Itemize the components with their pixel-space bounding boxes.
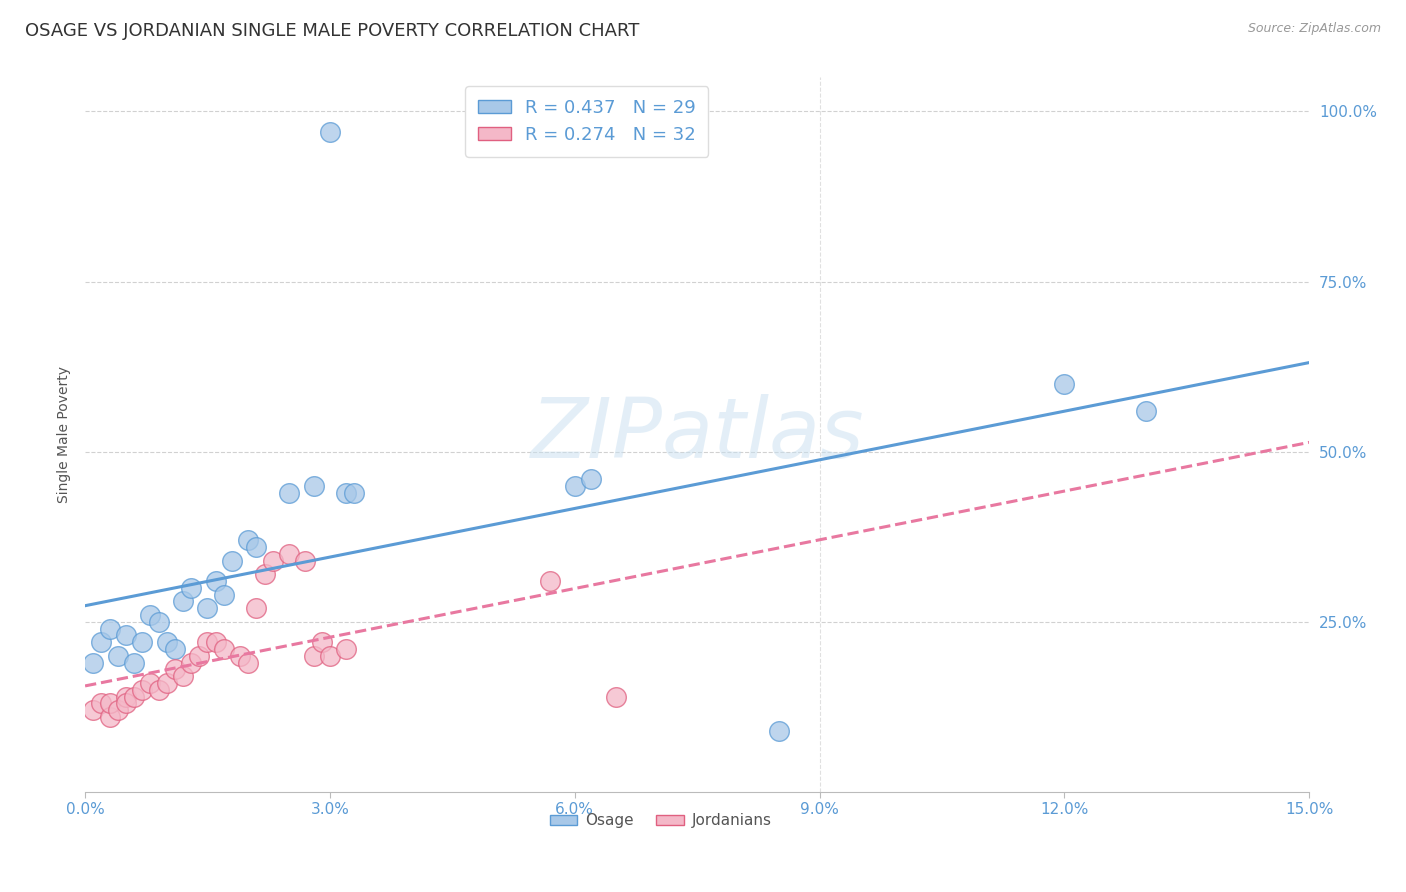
Point <box>131 682 153 697</box>
Point <box>148 615 170 629</box>
Point <box>1135 404 1157 418</box>
Point <box>538 574 561 588</box>
Y-axis label: Single Male Poverty: Single Male Poverty <box>58 367 72 503</box>
Point <box>302 479 325 493</box>
Point <box>278 547 301 561</box>
Point <box>115 697 138 711</box>
Point <box>107 648 129 663</box>
Point <box>245 540 267 554</box>
Point <box>82 656 104 670</box>
Point <box>98 622 121 636</box>
Point <box>229 648 252 663</box>
Point <box>197 635 219 649</box>
Point <box>605 690 627 704</box>
Point <box>115 690 138 704</box>
Point <box>238 533 260 548</box>
Point <box>768 723 790 738</box>
Point <box>204 574 226 588</box>
Point <box>115 628 138 642</box>
Point <box>278 485 301 500</box>
Point <box>156 676 179 690</box>
Point <box>98 697 121 711</box>
Point <box>90 697 112 711</box>
Point <box>204 635 226 649</box>
Point <box>188 648 211 663</box>
Point <box>90 635 112 649</box>
Point <box>245 601 267 615</box>
Point <box>212 642 235 657</box>
Point <box>335 642 357 657</box>
Point <box>131 635 153 649</box>
Point <box>122 690 145 704</box>
Point <box>156 635 179 649</box>
Point <box>212 588 235 602</box>
Point <box>139 607 162 622</box>
Point <box>180 581 202 595</box>
Point <box>107 703 129 717</box>
Point <box>335 485 357 500</box>
Point <box>238 656 260 670</box>
Text: ZIPatlas: ZIPatlas <box>530 394 863 475</box>
Point <box>197 601 219 615</box>
Point <box>122 656 145 670</box>
Point <box>253 567 276 582</box>
Text: OSAGE VS JORDANIAN SINGLE MALE POVERTY CORRELATION CHART: OSAGE VS JORDANIAN SINGLE MALE POVERTY C… <box>25 22 640 40</box>
Point <box>319 648 342 663</box>
Point <box>148 682 170 697</box>
Point <box>262 553 284 567</box>
Point <box>319 125 342 139</box>
Point <box>172 669 194 683</box>
Point <box>302 648 325 663</box>
Point <box>343 485 366 500</box>
Legend: Osage, Jordanians: Osage, Jordanians <box>543 807 778 834</box>
Point <box>163 642 186 657</box>
Point <box>579 472 602 486</box>
Point <box>98 710 121 724</box>
Point <box>180 656 202 670</box>
Point <box>163 663 186 677</box>
Point <box>564 479 586 493</box>
Point <box>294 553 316 567</box>
Point <box>82 703 104 717</box>
Point <box>311 635 333 649</box>
Text: Source: ZipAtlas.com: Source: ZipAtlas.com <box>1247 22 1381 36</box>
Point <box>172 594 194 608</box>
Point <box>139 676 162 690</box>
Point <box>221 553 243 567</box>
Point <box>1053 376 1076 391</box>
